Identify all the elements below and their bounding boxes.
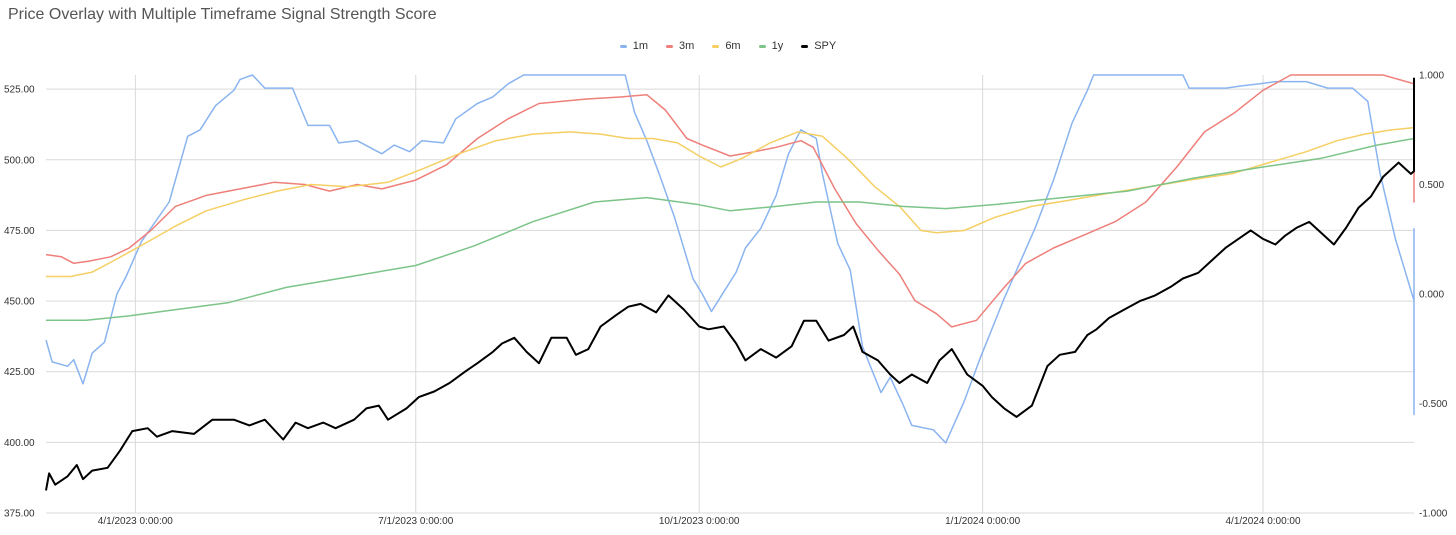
- legend-swatch: [712, 44, 720, 48]
- legend-label: 1y: [771, 40, 784, 52]
- legend-swatch: [758, 44, 766, 48]
- series-line-spy: [45, 77, 1415, 491]
- left-axis-ticks: 375.00 400.00 425.00 450.00 475.00 500.00 525.…: [4, 85, 35, 520]
- left-tick-label: 425.00: [4, 367, 35, 378]
- legend-label: 3m: [679, 40, 695, 52]
- left-tick-label: 400.00: [4, 438, 35, 449]
- series-line-1y: [46, 137, 1415, 322]
- legend-item-spy[interactable]: SPY: [801, 40, 836, 52]
- legend-label: SPY: [814, 40, 837, 52]
- legend-swatch: [666, 44, 674, 48]
- x-tick-label: 4/1/2024 0:00:00: [1225, 516, 1301, 527]
- grid: [46, 75, 1414, 514]
- legend-item-6m[interactable]: 6m: [712, 40, 741, 52]
- legend-item-1y[interactable]: 1y: [758, 40, 784, 52]
- left-tick-label: 500.00: [4, 155, 35, 166]
- legend-item-3m[interactable]: 3m: [666, 40, 694, 52]
- x-tick-label: 1/1/2024 0:00:00: [945, 516, 1021, 527]
- right-tick-label: 0.000: [1419, 290, 1444, 301]
- legend-swatch: [619, 44, 627, 48]
- right-axis-ticks: -1.000 -0.500 0.000 0.500 1.000: [1419, 71, 1448, 520]
- legend-label: 6m: [725, 40, 741, 52]
- legend-label: 1m: [632, 40, 649, 52]
- right-tick-label: -0.500: [1419, 399, 1448, 410]
- series-line-3m: [45, 74, 1415, 328]
- x-tick-label: 4/1/2023 0:00:00: [98, 516, 174, 527]
- legend-swatch: [801, 44, 809, 48]
- right-tick-label: 0.500: [1419, 180, 1444, 191]
- left-tick-label: 375.00: [4, 509, 35, 520]
- series-line-6m: [46, 126, 1415, 278]
- chart-title: Price Overlay with Multiple Timeframe Si…: [8, 6, 437, 23]
- left-tick-label: 475.00: [4, 226, 35, 237]
- left-tick-label: 450.00: [4, 297, 35, 308]
- right-tick-label: -1.000: [1419, 509, 1448, 520]
- left-tick-label: 525.00: [4, 85, 35, 96]
- x-tick-label: 7/1/2023 0:00:00: [378, 516, 454, 527]
- right-tick-label: 1.000: [1419, 71, 1444, 82]
- legend: 1m 3m 6m 1y SPY: [0, 40, 1456, 52]
- x-axis-ticks: 4/1/2023 0:00:00 7/1/2023 0:00:00 10/1/202…: [98, 516, 1301, 527]
- x-tick-label: 10/1/2023 0:00:00: [659, 516, 740, 527]
- series-line-1m: [45, 74, 1415, 444]
- series-lines: [45, 74, 1415, 491]
- legend-item-1m[interactable]: 1m: [619, 40, 649, 52]
